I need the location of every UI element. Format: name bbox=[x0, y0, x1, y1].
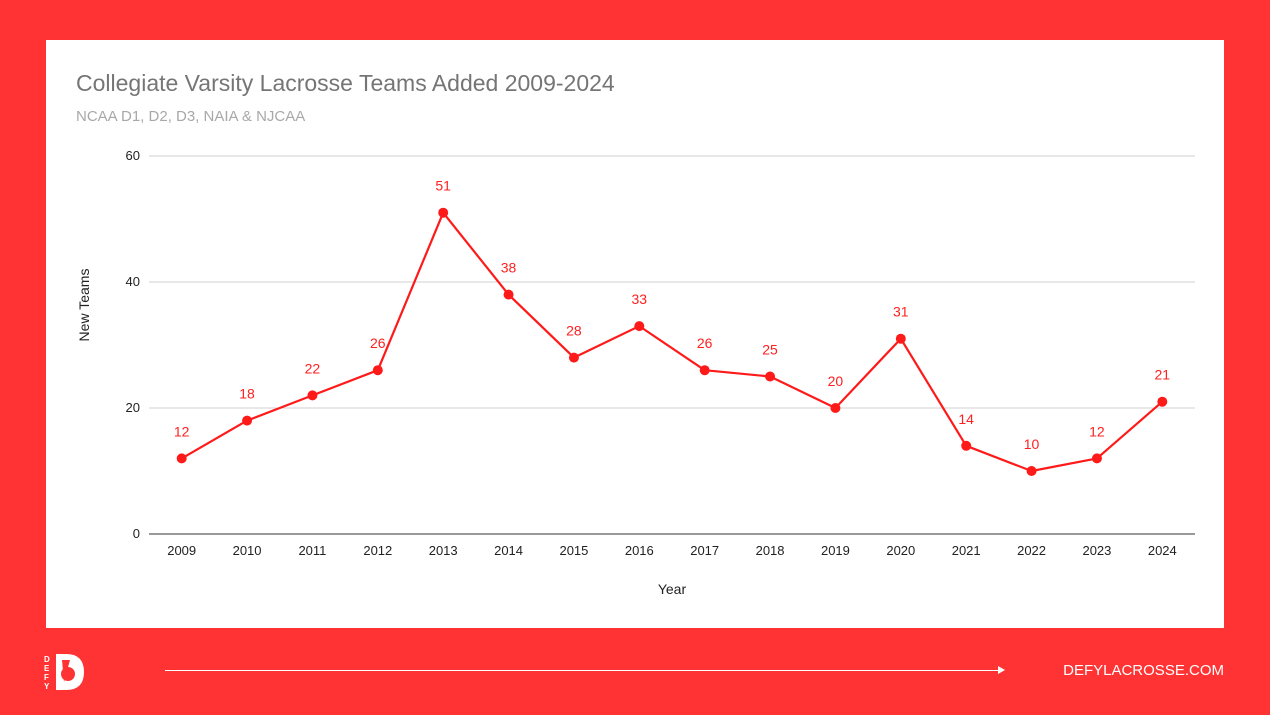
x-tick-label: 2016 bbox=[625, 543, 654, 558]
x-tick-label: 2017 bbox=[690, 543, 719, 558]
x-axis-title: Year bbox=[658, 581, 687, 597]
data-point bbox=[307, 390, 318, 401]
y-tick-label: 0 bbox=[133, 526, 140, 541]
x-tick-label: 2014 bbox=[494, 543, 523, 558]
data-point bbox=[372, 365, 383, 376]
data-label: 31 bbox=[893, 304, 909, 320]
data-label: 21 bbox=[1155, 367, 1171, 383]
chart-subtitle: NCAA D1, D2, D3, NAIA & NJCAA bbox=[76, 108, 306, 125]
data-point bbox=[699, 365, 710, 376]
svg-text:Y: Y bbox=[44, 682, 50, 691]
data-point bbox=[961, 440, 972, 451]
x-tick-label: 2023 bbox=[1082, 543, 1111, 558]
data-point bbox=[765, 371, 776, 382]
x-tick-label: 2015 bbox=[559, 543, 588, 558]
data-label: 12 bbox=[174, 423, 190, 439]
data-point bbox=[242, 415, 253, 426]
data-point bbox=[634, 321, 645, 332]
data-label: 38 bbox=[501, 260, 517, 276]
x-tick-label: 2022 bbox=[1017, 543, 1046, 558]
data-label: 22 bbox=[305, 360, 321, 376]
y-tick-label: 60 bbox=[126, 148, 140, 163]
series-line bbox=[181, 211, 1164, 473]
data-label: 25 bbox=[762, 342, 778, 358]
data-label: 20 bbox=[828, 373, 844, 389]
x-tick-label: 2010 bbox=[233, 543, 262, 558]
x-tick-label: 2009 bbox=[167, 543, 196, 558]
x-tick-label: 2020 bbox=[886, 543, 915, 558]
data-point bbox=[568, 352, 579, 363]
x-tick-label: 2019 bbox=[821, 543, 850, 558]
svg-text:D: D bbox=[44, 655, 50, 664]
data-point bbox=[438, 207, 449, 218]
data-point bbox=[1157, 396, 1168, 407]
website-link[interactable]: DEFYLACROSSE.COM bbox=[1063, 662, 1224, 679]
data-label: 51 bbox=[435, 178, 451, 194]
footer-divider bbox=[165, 670, 1003, 671]
defy-logo: D E F Y bbox=[44, 652, 86, 697]
data-point bbox=[1026, 466, 1037, 476]
data-label: 18 bbox=[239, 386, 255, 402]
y-tick-label: 40 bbox=[126, 274, 140, 289]
y-axis-title: New Teams bbox=[76, 269, 92, 342]
data-point bbox=[895, 333, 906, 344]
svg-text:E: E bbox=[44, 664, 50, 673]
x-tick-label: 2011 bbox=[298, 543, 326, 558]
x-tick-label: 2012 bbox=[363, 543, 392, 558]
svg-text:F: F bbox=[44, 673, 49, 682]
data-point bbox=[1091, 453, 1102, 464]
x-tick-label: 2013 bbox=[429, 543, 458, 558]
data-label: 33 bbox=[632, 291, 648, 307]
data-label: 26 bbox=[370, 335, 386, 351]
data-point bbox=[176, 453, 187, 464]
data-label: 14 bbox=[958, 411, 974, 427]
data-point bbox=[503, 289, 514, 300]
data-label: 12 bbox=[1089, 423, 1105, 439]
y-tick-label: 20 bbox=[126, 400, 140, 415]
data-label: 26 bbox=[697, 335, 713, 351]
data-label: 10 bbox=[1024, 436, 1040, 452]
arrow-right-icon bbox=[998, 666, 1005, 674]
chart-card: Collegiate Varsity Lacrosse Teams Added … bbox=[46, 40, 1224, 628]
data-label: 28 bbox=[566, 323, 582, 339]
x-tick-label: 2024 bbox=[1148, 543, 1177, 558]
chart-title: Collegiate Varsity Lacrosse Teams Added … bbox=[76, 70, 615, 96]
data-point bbox=[830, 403, 841, 413]
x-tick-label: 2018 bbox=[756, 543, 785, 558]
x-tick-label: 2021 bbox=[952, 543, 981, 558]
